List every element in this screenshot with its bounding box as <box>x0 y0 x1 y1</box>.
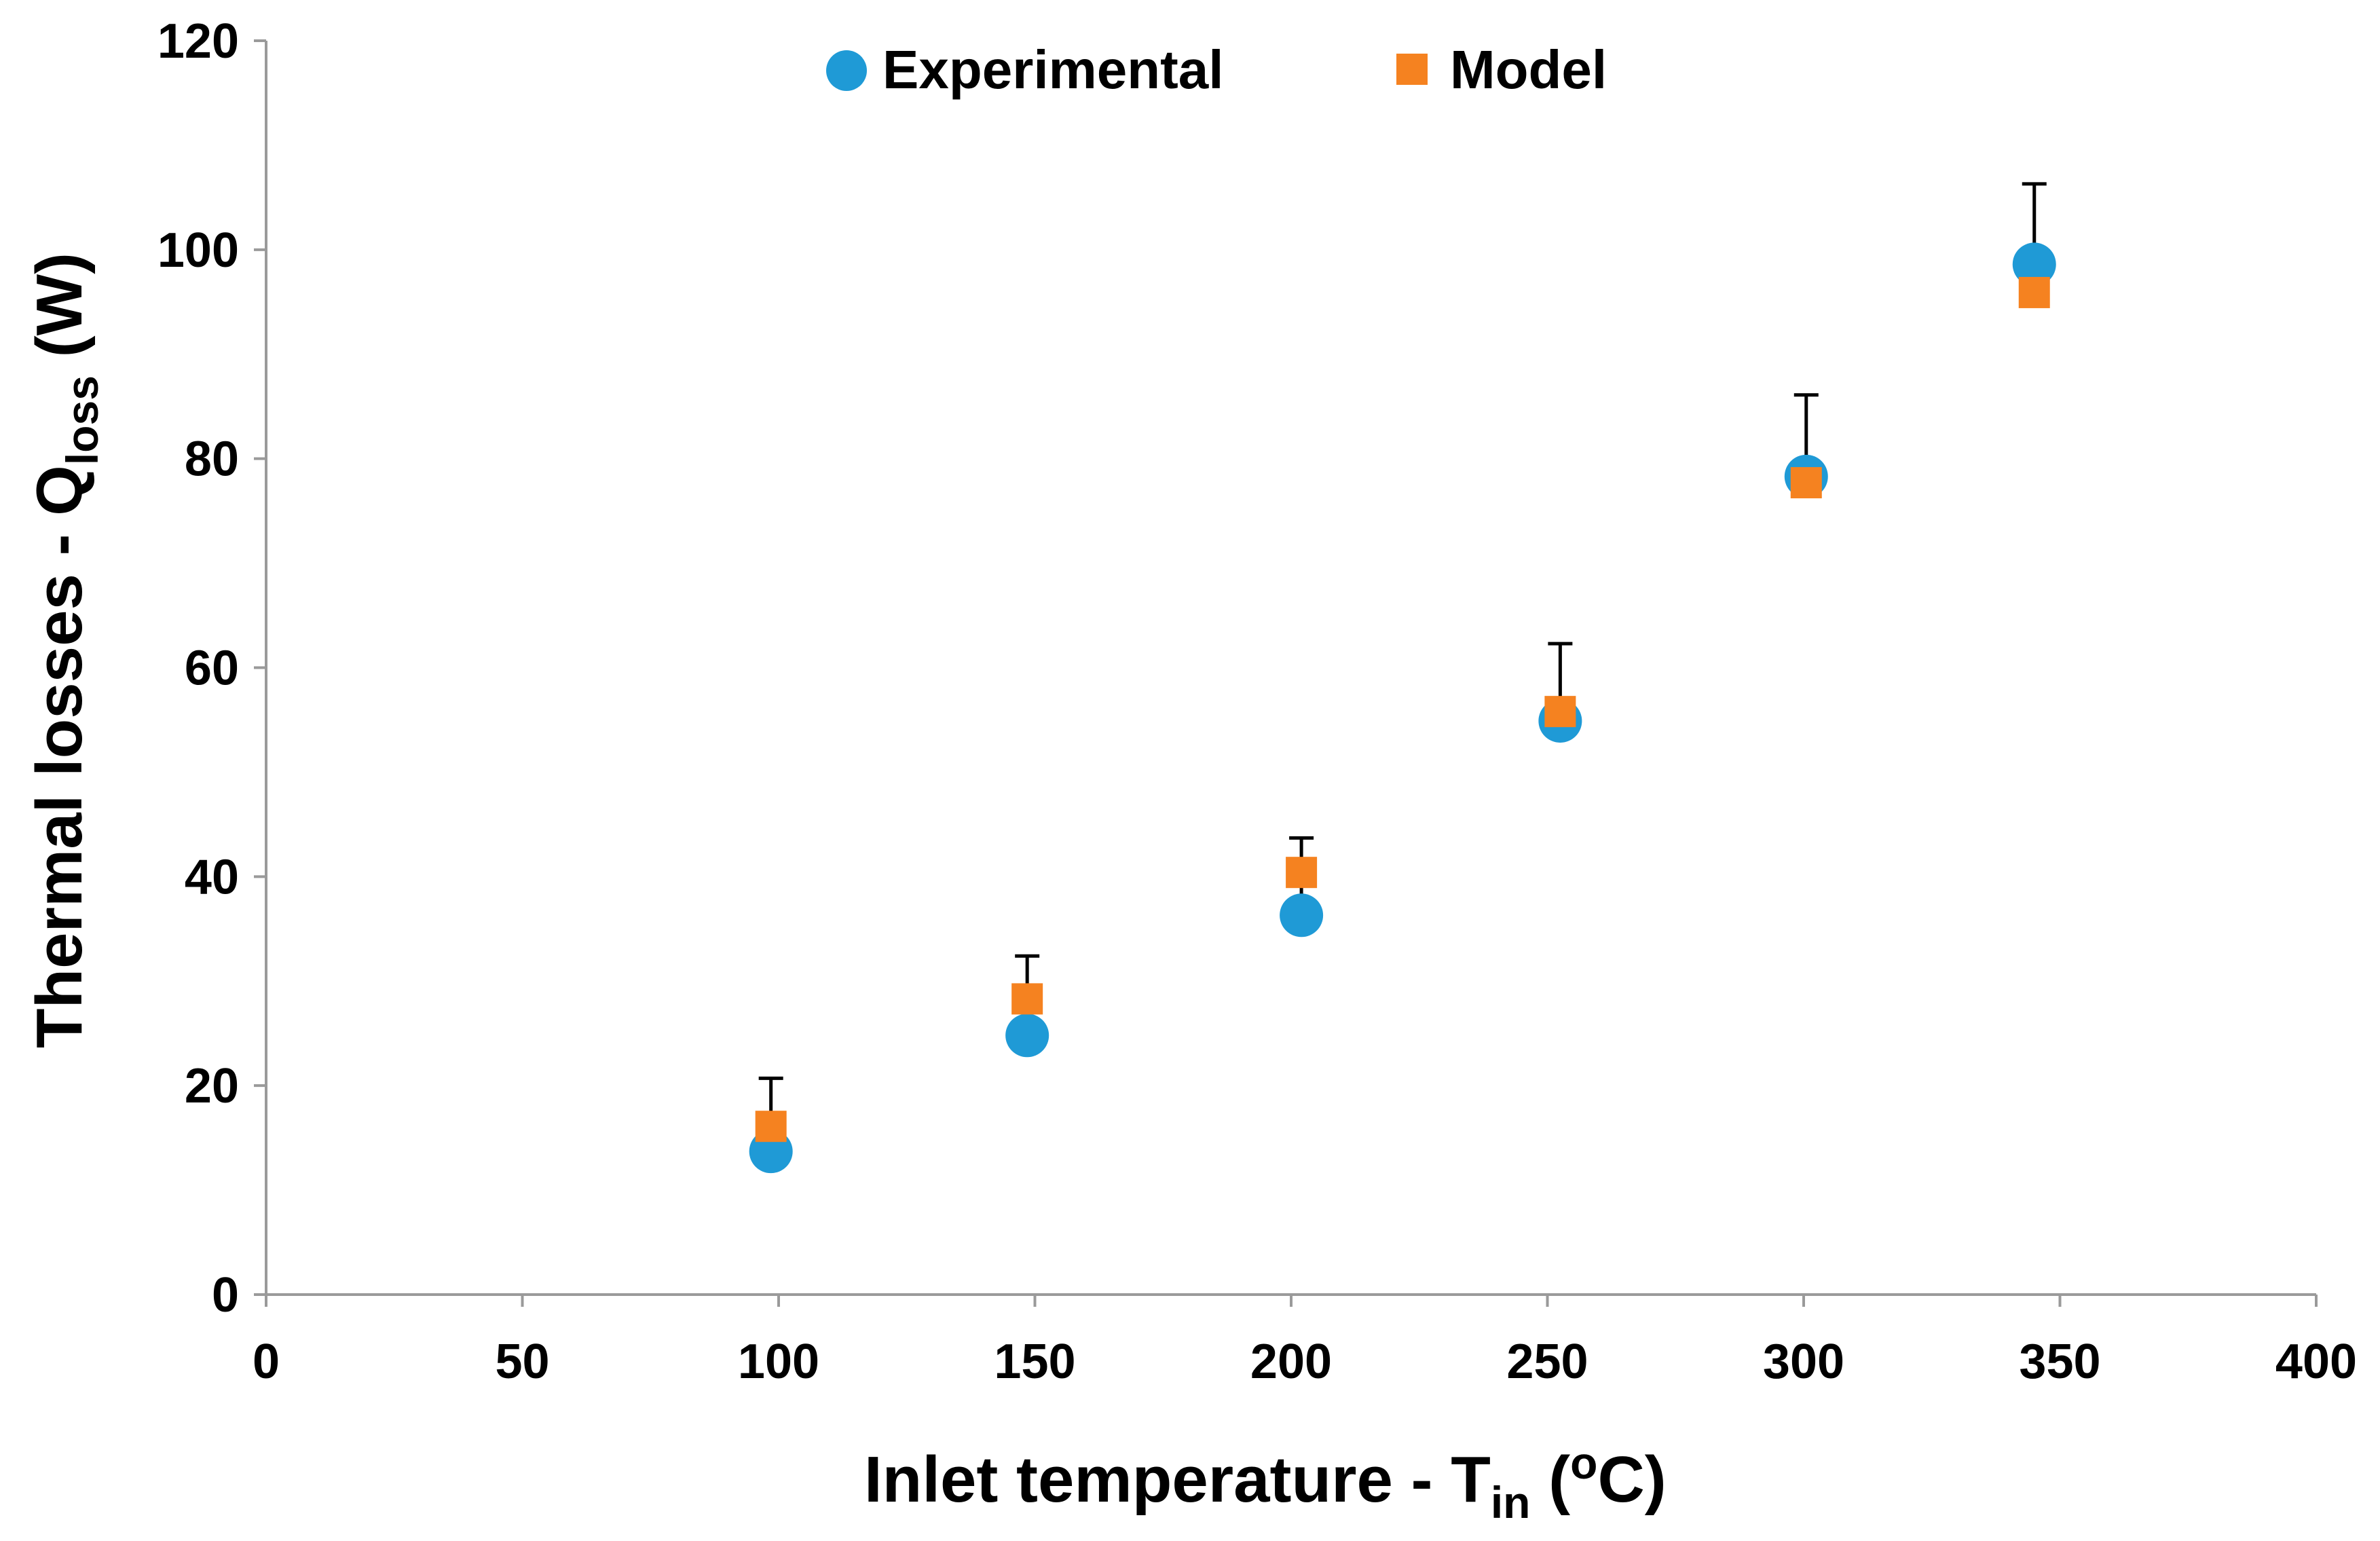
y-tick-label: 60 <box>185 642 239 696</box>
y-tick-label: 120 <box>157 14 239 69</box>
data-points <box>749 242 2056 1174</box>
x-tick-label: 400 <box>2275 1335 2357 1389</box>
x-tick-label: 350 <box>2019 1335 2100 1389</box>
legend-model-label: Model <box>1450 39 1607 100</box>
x-tick-label: 150 <box>994 1335 1075 1389</box>
experimental-point <box>1005 1014 1049 1058</box>
legend: Experimental Model <box>826 39 1607 100</box>
experimental-point <box>2012 242 2056 286</box>
experimental-point <box>1280 893 1324 937</box>
legend-model-marker <box>1396 54 1428 85</box>
y-tick-label: 0 <box>212 1268 239 1322</box>
model-point <box>2018 276 2050 308</box>
model-point <box>755 1111 787 1143</box>
y-tick-label: 40 <box>185 850 239 904</box>
y-tick-label: 20 <box>185 1059 239 1113</box>
x-tick-label: 250 <box>1506 1335 1588 1389</box>
model-point <box>1286 857 1318 889</box>
x-tick-label: 300 <box>1763 1335 1844 1389</box>
y-tick-label: 80 <box>185 432 239 487</box>
model-point <box>1790 467 1822 499</box>
axes: 0 50 100 150 200 250 300 350 400 0 20 40 60 80 100 120 <box>157 14 2357 1389</box>
x-tick-label: 100 <box>738 1335 819 1389</box>
x-tick-label: 50 <box>495 1335 549 1389</box>
x-tick-label: 0 <box>253 1335 280 1389</box>
x-axis-title: Inlet temperature - Tin (oC) <box>864 1438 1667 1527</box>
y-tick-label: 100 <box>157 223 239 278</box>
y-axis-title: Thermal losses - Qloss (W) <box>23 253 107 1048</box>
error-bars <box>758 182 2047 1152</box>
model-point <box>1011 983 1043 1015</box>
legend-experimental-marker <box>826 50 867 91</box>
model-point <box>1544 696 1576 728</box>
legend-experimental-label: Experimental <box>882 39 1223 100</box>
x-tick-label: 200 <box>1250 1335 1332 1389</box>
